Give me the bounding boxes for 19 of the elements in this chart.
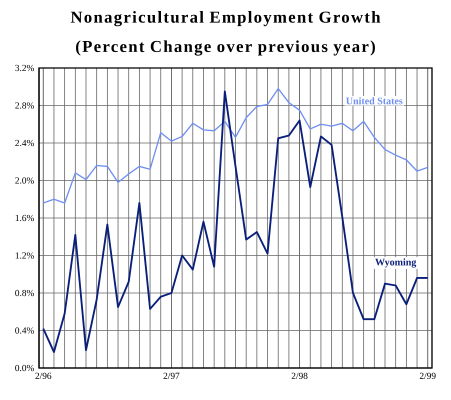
y-tick-label: 2.8%	[15, 102, 34, 109]
y-tick-label: 0.8%	[15, 290, 34, 296]
line-series	[42, 90, 429, 353]
y-tick-label: 2.0%	[15, 177, 34, 184]
x-tick-label: 2/98	[292, 372, 308, 379]
x-tick-label: 2/96	[35, 372, 52, 379]
y-tick-label: 3.2%	[15, 64, 34, 72]
x-tick-label: 2/97	[164, 372, 180, 379]
y-tick-label: 1.2%	[16, 252, 34, 259]
y-tick-label: 0.4%	[15, 327, 34, 334]
chart-title: Nonagricultural Employment Growth	[70, 11, 380, 26]
y-tick-label: 2.4%	[15, 140, 34, 146]
line-series	[42, 88, 428, 204]
x-tick-label: 2/99	[420, 372, 436, 379]
series-label: United States	[346, 97, 403, 104]
y-tick-label: 0.0%	[15, 364, 34, 372]
series-label: Wyoming	[375, 258, 416, 268]
chart-subtitle: (Percent Change over previous year)	[76, 40, 375, 56]
y-tick-label: 1.6%	[16, 214, 34, 222]
